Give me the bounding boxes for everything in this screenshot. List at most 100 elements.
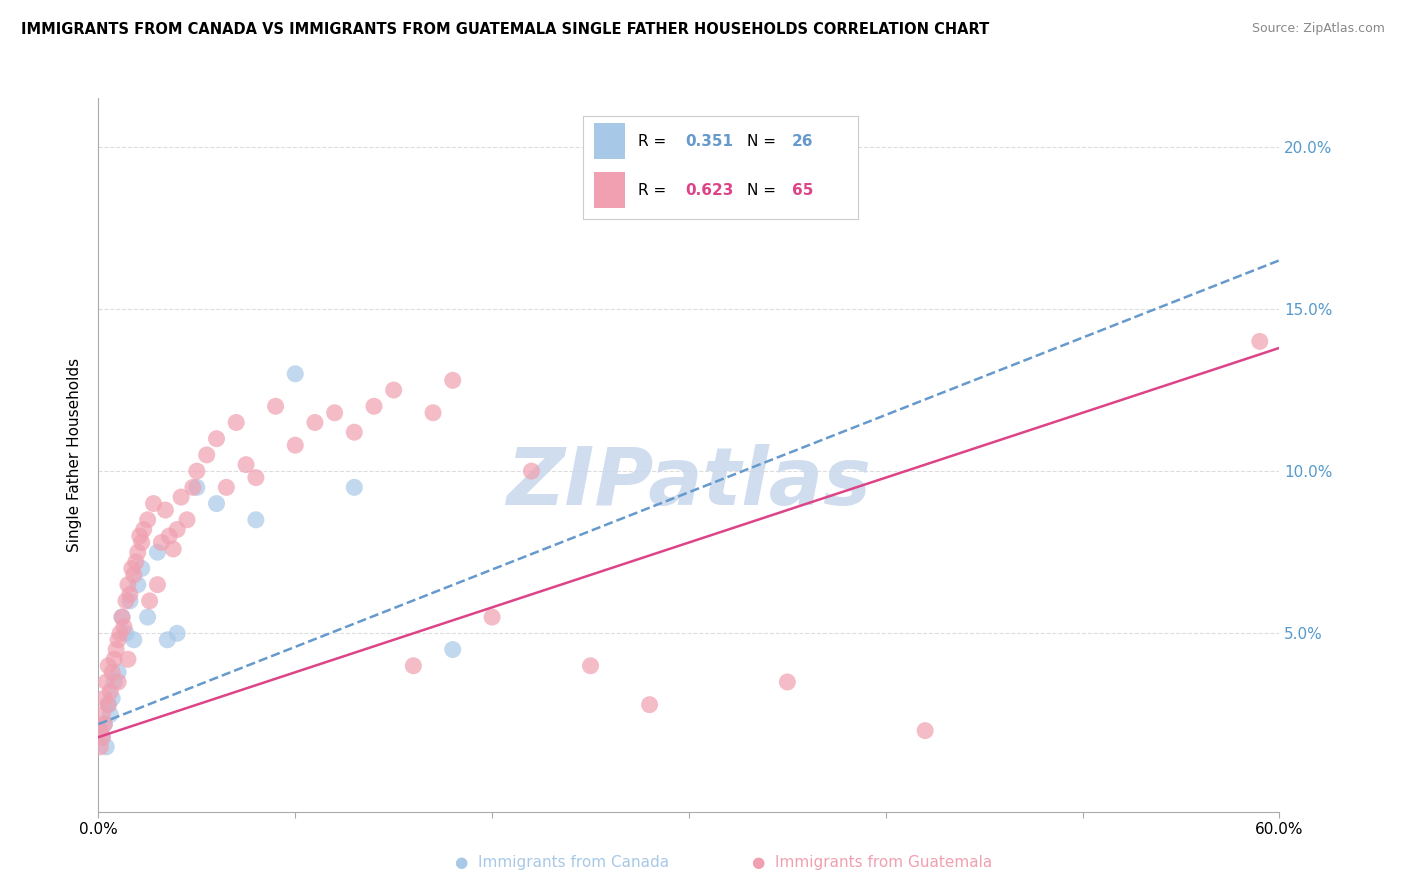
- Point: [136, 513, 159, 527]
- Point: [89, 723, 111, 738]
- Text: Source: ZipAtlas.com: Source: ZipAtlas.com: [1251, 22, 1385, 36]
- Point: [127, 545, 149, 559]
- Point: [323, 406, 346, 420]
- Point: [98, 707, 121, 722]
- Point: [96, 739, 118, 754]
- Point: [91, 707, 114, 722]
- Point: [441, 373, 464, 387]
- Point: [117, 652, 139, 666]
- Point: [402, 658, 425, 673]
- Point: [343, 480, 366, 494]
- Point: [131, 561, 153, 575]
- Point: [170, 490, 193, 504]
- Point: [245, 470, 267, 484]
- Text: 0.623: 0.623: [685, 183, 734, 198]
- Point: [166, 626, 188, 640]
- Text: 65: 65: [792, 183, 813, 198]
- Point: [205, 432, 228, 446]
- Point: [125, 555, 148, 569]
- Point: [115, 594, 138, 608]
- Point: [264, 399, 287, 413]
- Point: [118, 587, 141, 601]
- Text: ZIPatlas: ZIPatlas: [506, 444, 872, 523]
- Point: [107, 665, 129, 680]
- Point: [98, 684, 121, 698]
- Point: [481, 610, 503, 624]
- Point: [343, 425, 366, 440]
- Point: [186, 480, 208, 494]
- Point: [122, 632, 145, 647]
- Point: [235, 458, 257, 472]
- Bar: [595, 172, 624, 208]
- Point: [89, 739, 111, 754]
- Point: [146, 577, 169, 591]
- Point: [105, 642, 128, 657]
- Point: [91, 730, 114, 744]
- Point: [127, 577, 149, 591]
- Point: [835, 140, 858, 154]
- Point: [136, 610, 159, 624]
- Point: [284, 438, 307, 452]
- Point: [520, 464, 543, 478]
- Point: [422, 406, 444, 420]
- Point: [97, 698, 120, 712]
- Point: [118, 594, 141, 608]
- Text: ●  Immigrants from Guatemala: ● Immigrants from Guatemala: [752, 855, 991, 870]
- Text: R =: R =: [638, 134, 672, 149]
- Point: [121, 561, 143, 575]
- Point: [304, 416, 326, 430]
- Point: [162, 541, 184, 556]
- Point: [93, 717, 115, 731]
- Point: [914, 723, 936, 738]
- Point: [225, 416, 247, 430]
- Point: [101, 691, 124, 706]
- Point: [245, 513, 267, 527]
- Point: [89, 723, 111, 738]
- Point: [166, 523, 188, 537]
- Point: [93, 691, 115, 706]
- Y-axis label: Single Father Households: Single Father Households: [67, 358, 83, 552]
- Point: [284, 367, 307, 381]
- Point: [156, 632, 179, 647]
- Point: [181, 480, 204, 494]
- Text: N =: N =: [747, 134, 780, 149]
- Point: [93, 717, 115, 731]
- Point: [107, 632, 129, 647]
- Point: [97, 658, 120, 673]
- Text: IMMIGRANTS FROM CANADA VS IMMIGRANTS FROM GUATEMALA SINGLE FATHER HOUSEHOLDS COR: IMMIGRANTS FROM CANADA VS IMMIGRANTS FRO…: [21, 22, 990, 37]
- Point: [107, 675, 129, 690]
- Text: R =: R =: [638, 183, 672, 198]
- Point: [579, 658, 602, 673]
- Point: [142, 497, 165, 511]
- Bar: [595, 123, 624, 159]
- Point: [91, 730, 114, 744]
- Point: [97, 698, 120, 712]
- Point: [155, 503, 177, 517]
- Point: [215, 480, 238, 494]
- Point: [638, 698, 661, 712]
- Point: [111, 610, 134, 624]
- Text: ●  Immigrants from Canada: ● Immigrants from Canada: [456, 855, 669, 870]
- Point: [96, 675, 118, 690]
- Point: [111, 610, 134, 624]
- Point: [103, 675, 125, 690]
- Point: [776, 675, 799, 690]
- Point: [441, 642, 464, 657]
- Point: [117, 577, 139, 591]
- Point: [131, 535, 153, 549]
- Point: [150, 535, 173, 549]
- Text: 0.351: 0.351: [685, 134, 733, 149]
- Point: [146, 545, 169, 559]
- Point: [122, 568, 145, 582]
- Point: [157, 529, 180, 543]
- Point: [186, 464, 208, 478]
- Point: [128, 529, 150, 543]
- Point: [103, 652, 125, 666]
- Point: [101, 665, 124, 680]
- Point: [195, 448, 218, 462]
- Point: [382, 383, 405, 397]
- Point: [363, 399, 385, 413]
- Point: [205, 497, 228, 511]
- Point: [112, 620, 135, 634]
- Point: [176, 513, 198, 527]
